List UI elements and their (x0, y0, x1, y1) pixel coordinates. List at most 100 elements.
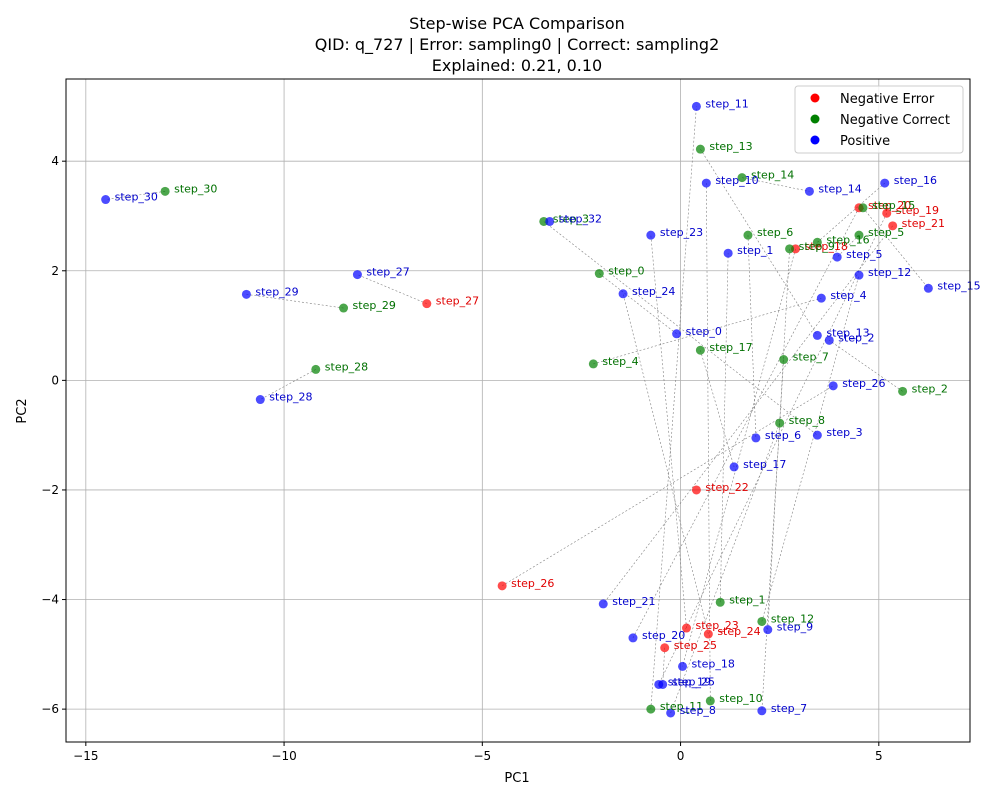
point-correct (705, 696, 715, 706)
point-positive (751, 433, 761, 443)
point-label-positive: step_8 (680, 704, 716, 717)
point-correct (779, 355, 789, 365)
point-error (703, 629, 713, 639)
point-label-correct: step_17 (709, 341, 752, 354)
point-label-error: step_23 (696, 619, 739, 632)
point-label-positive: step_27 (366, 266, 409, 279)
point-label-error: step_18 (805, 240, 848, 253)
connector-line (836, 234, 860, 258)
connector-line (603, 225, 893, 605)
point-label-positive: step_18 (692, 657, 735, 670)
x-tick-label: 0 (677, 749, 685, 763)
connector-line (650, 235, 687, 629)
point-label-positive: step_19 (668, 675, 711, 688)
point-correct (812, 237, 822, 247)
point-label-positive: step_15 (937, 279, 980, 292)
point-label-positive: step_1 (737, 244, 773, 257)
point-positive (729, 462, 739, 472)
point-positive (628, 633, 638, 643)
connector-line (662, 647, 666, 685)
point-label-positive: step_10 (715, 174, 758, 187)
connector-line (658, 213, 888, 685)
x-axis-label: PC1 (504, 771, 529, 786)
point-label-positive: step_9 (777, 621, 813, 634)
point-label-positive: step_2 (838, 331, 874, 344)
point-positive (691, 101, 701, 111)
point-error (691, 485, 701, 495)
legend-marker-positive (810, 135, 820, 145)
legend-box (794, 85, 964, 154)
point-label-correct: step_0 (608, 265, 644, 278)
point-positive (816, 293, 826, 303)
point-label-correct: step_2 (912, 382, 948, 395)
point-positive (658, 679, 668, 689)
connector-line (747, 235, 757, 438)
y-tick-label: 4 (51, 154, 59, 168)
point-label-positive: step_4 (830, 289, 866, 302)
point-label-error: step_22 (705, 481, 748, 494)
point-label-positive: step_26 (842, 377, 885, 390)
point-label-positive: step_21 (612, 595, 655, 608)
legend-label-negative-error: Negative Error (840, 92, 935, 107)
point-positive (828, 381, 838, 391)
legend-label-negative-correct: Negative Correct (840, 113, 950, 128)
y-tick-label: −6 (41, 702, 59, 716)
point-label-positive: step_14 (818, 182, 861, 195)
point-positive (763, 625, 773, 635)
connector-line (357, 274, 427, 304)
legend-marker-negative-correct (810, 114, 820, 124)
point-label-positive: step_0 (686, 325, 722, 338)
x-tick-label: −10 (271, 749, 296, 763)
grid-lines (66, 79, 970, 742)
y-axis-label: PC2 (15, 398, 30, 423)
point-positive (824, 335, 834, 345)
point-label-correct: step_5 (868, 226, 904, 239)
point-positive (646, 230, 656, 240)
point-label-positive: step_23 (660, 226, 703, 239)
connector-line (622, 293, 709, 635)
point-positive (678, 661, 688, 671)
point-label-correct: step_11 (660, 700, 703, 713)
point-label-positive: step_24 (632, 285, 675, 298)
point-correct (743, 230, 753, 240)
point-label-positive: step_12 (868, 266, 911, 279)
title-line-1: Step-wise PCA Comparison (409, 14, 625, 33)
point-correct (737, 173, 747, 183)
point-label-positive: step_29 (255, 285, 298, 298)
point-positive (923, 283, 933, 293)
point-error (497, 581, 507, 591)
point-correct (160, 186, 170, 196)
point-positive (352, 270, 362, 280)
point-labels: step_27step_26step_22step_23step_24step_… (115, 97, 981, 717)
data-points (101, 101, 933, 718)
point-label-positive: step_3 (826, 426, 862, 439)
point-positive (812, 330, 822, 340)
point-label-correct: step_15 (872, 199, 915, 212)
point-positive (545, 216, 555, 226)
point-label-correct: step_12 (771, 612, 814, 625)
point-label-error: step_20 (868, 199, 911, 212)
point-label-positive: step_16 (894, 174, 937, 187)
point-positive (101, 195, 111, 205)
legend-label-positive: Positive (840, 134, 890, 149)
point-label-correct: step_8 (789, 414, 825, 427)
point-positive (757, 706, 767, 716)
point-label-positive: step_17 (743, 458, 786, 471)
point-label-correct: step_10 (719, 692, 762, 705)
point-label-error: step_24 (717, 625, 760, 638)
point-label-correct: step_29 (353, 299, 396, 312)
point-label-correct: step_7 (793, 351, 829, 364)
title-line-2: QID: q_727 | Error: sampling0 | Correct:… (315, 35, 720, 55)
point-error (882, 208, 892, 218)
connector-line (246, 294, 344, 309)
connector-line (829, 340, 903, 392)
point-correct (757, 616, 767, 626)
connector-line (741, 177, 810, 192)
point-correct (588, 359, 598, 369)
point-positive (880, 178, 890, 188)
point-correct (646, 704, 656, 714)
point-label-error: step_26 (511, 577, 554, 590)
legend-marker-negative-error (810, 93, 820, 103)
axis-ticks: −15 −10 −5 0 5 −6 −4 −2 0 2 4 (41, 154, 882, 763)
